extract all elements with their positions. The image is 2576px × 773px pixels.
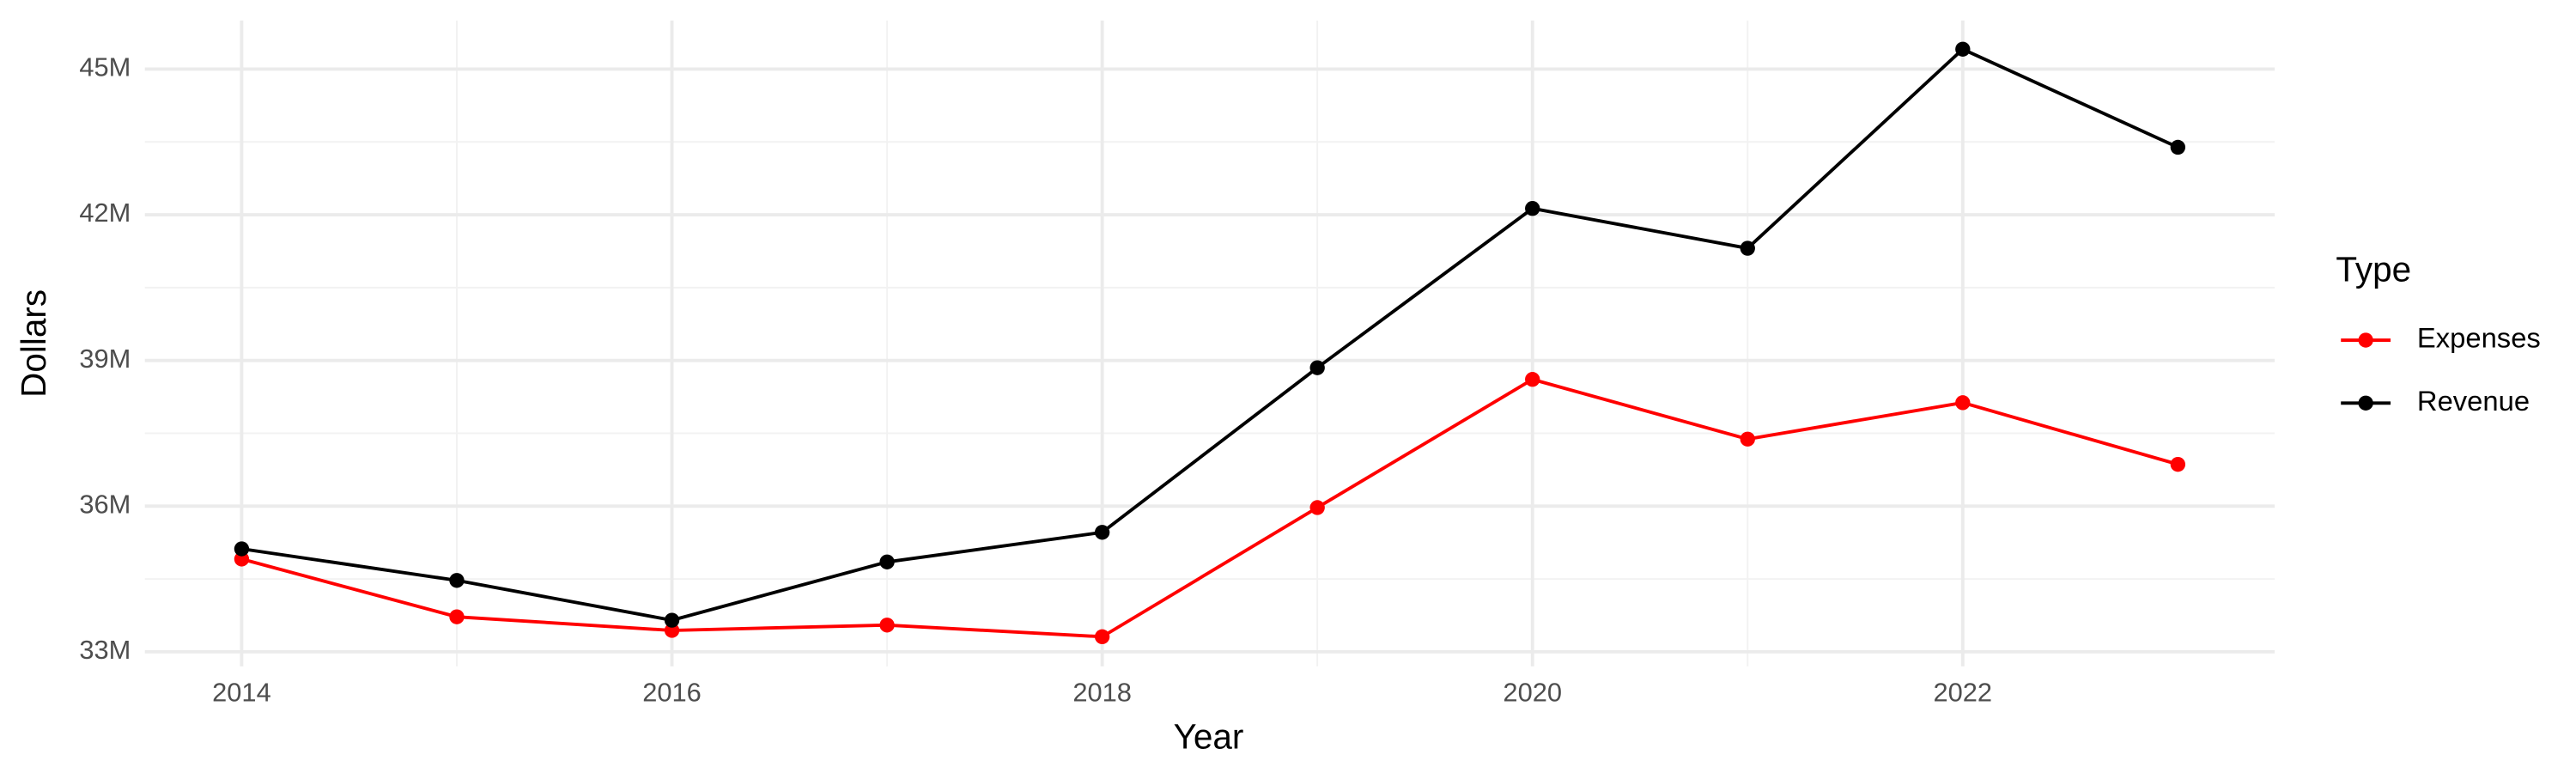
data-point (2170, 456, 2186, 472)
y-tick-label: 45M (79, 52, 131, 82)
y-tick-label: 36M (79, 489, 131, 519)
series-line (240, 377, 2178, 639)
legend-dot (2358, 332, 2373, 348)
data-point (449, 609, 465, 624)
data-point (1525, 372, 1540, 387)
data-point (1094, 629, 1110, 645)
legend-label: Revenue (2417, 385, 2530, 417)
data-point (879, 554, 895, 569)
marks (234, 41, 2186, 645)
data-point (664, 623, 680, 638)
y-tick-label: 39M (79, 344, 131, 374)
x-tick-label: 2018 (1072, 678, 1132, 708)
data-point (1740, 240, 1755, 256)
y-tick-label: 42M (79, 198, 131, 228)
x-tick-label: 2014 (212, 678, 271, 708)
legend-dot (2358, 395, 2373, 411)
x-tick-label: 2020 (1503, 678, 1562, 708)
series-line (241, 46, 2179, 623)
data-point (879, 618, 895, 633)
data-point (234, 541, 250, 557)
data-point (1525, 201, 1540, 216)
data-point (1094, 525, 1110, 540)
data-point (449, 573, 465, 588)
x-axis-title: Year (1174, 716, 1244, 756)
data-point (2170, 139, 2186, 155)
data-point (1955, 395, 1971, 411)
data-point (1955, 41, 1971, 57)
y-tick-label: 33M (79, 635, 131, 665)
data-point (1309, 500, 1325, 515)
data-point (1309, 360, 1325, 375)
data-point (1740, 431, 1755, 447)
legend-title: Type (2336, 250, 2411, 289)
grid (144, 20, 2275, 666)
x-tick-label: 2022 (1934, 678, 1993, 708)
y-axis-title: Dollars (14, 289, 53, 398)
data-point (664, 612, 680, 628)
legend-label: Expenses (2417, 322, 2541, 354)
data-point (234, 551, 250, 567)
x-tick-label: 2016 (642, 678, 702, 708)
